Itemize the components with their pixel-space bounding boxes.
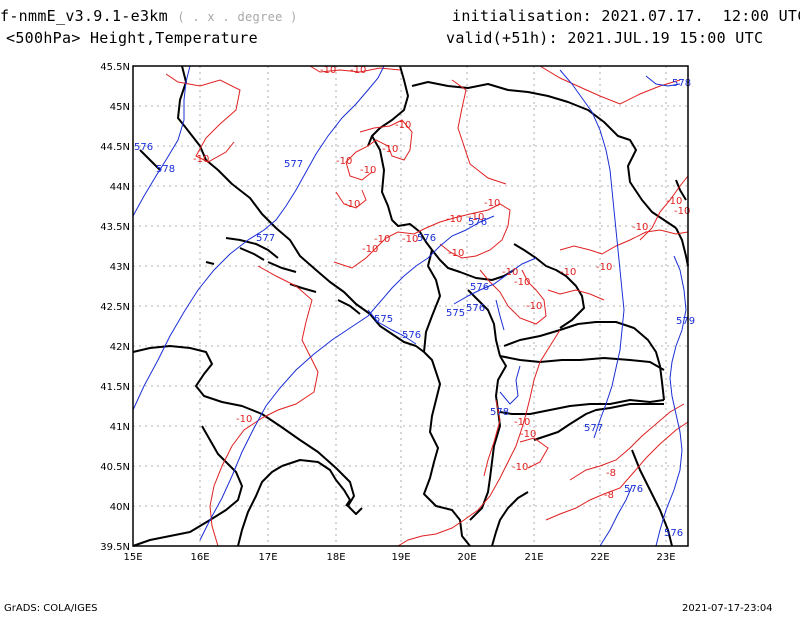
lat-label: 42.5N	[100, 302, 130, 313]
height-label: 577	[284, 159, 303, 170]
lon-label: 22E	[590, 552, 609, 563]
init-time: initialisation: 2021.07.17. 12:00 UTC	[452, 7, 800, 25]
height-label: 577	[584, 423, 603, 434]
temperature-label: -10	[666, 196, 682, 207]
temperature-label: -10	[320, 65, 336, 76]
projection-note: ( . x . degree )	[177, 10, 298, 24]
init-label: initialisation:	[452, 7, 592, 25]
longitude-labels: 15E 16E 17E 18E 19E 20E 21E 22E 23E	[123, 552, 675, 563]
temperature-label: -10	[374, 234, 390, 245]
temperature-contours	[165, 65, 689, 547]
temperature-label: -10	[520, 429, 536, 440]
temperature-label: -10	[350, 65, 366, 76]
temperature-labels: -10 -10-10 -10-10-10-10-10-10-10-10-10 -10-…	[193, 65, 690, 501]
lon-label: 20E	[457, 552, 476, 563]
height-label: 576	[468, 217, 487, 228]
coastlines	[132, 65, 689, 547]
init-value: 2021.07.17. 12:00 UTC	[601, 7, 800, 25]
lat-label: 42N	[110, 342, 130, 353]
valid-time: valid(+51h): 2021.JUL.19 15:00 UTC	[446, 29, 763, 47]
height-label: 576	[664, 528, 683, 539]
temperature-label: -10	[344, 199, 360, 210]
height-label: 575	[374, 314, 393, 325]
lat-label: 44.5N	[100, 142, 130, 153]
height-label: 576	[134, 142, 153, 153]
temperature-label: -10	[512, 462, 528, 473]
lon-label: 16E	[190, 552, 209, 563]
lat-label: 39.5N	[100, 542, 130, 553]
latitude-labels: 45.5N 45N 44.5N 44N 43.5N 43N 42.5N 42N 41.5N 41N…	[100, 62, 130, 553]
timestamp: 2021-07-17-23:04	[682, 603, 773, 614]
lat-label: 40N	[110, 502, 130, 513]
height-label: 575	[446, 308, 465, 319]
height-label: 577	[256, 233, 275, 244]
height-label: 578	[490, 407, 509, 418]
temperature-label: -10	[596, 262, 612, 273]
islands	[205, 237, 361, 315]
height-label: 578	[156, 164, 175, 175]
temperature-label: -10	[514, 417, 530, 428]
temperature-label: -8	[606, 468, 616, 479]
temperature-label: -10	[236, 414, 252, 425]
model-name: f-nmmE_v3.9.1-e3km	[0, 7, 168, 25]
valid-value: 2021.JUL.19 15:00 UTC	[567, 29, 764, 47]
temperature-label: -10	[526, 301, 542, 312]
temperature-label: -10	[560, 267, 576, 278]
lat-label: 43N	[110, 262, 130, 273]
lat-label: 41.5N	[100, 382, 130, 393]
credit: GrADS: COLA/IGES	[4, 603, 98, 614]
temperature-label: -10	[382, 144, 398, 155]
height-label: 576	[402, 330, 421, 341]
height-label: 576	[417, 233, 436, 244]
temperature-label: -10	[360, 165, 376, 176]
valid-label: valid(+51h):	[446, 29, 558, 47]
temperature-label: -10	[484, 198, 500, 209]
lat-label: 44N	[110, 182, 130, 193]
height-contours	[132, 65, 687, 547]
model-title: f-nmmE_v3.9.1-e3km ( . x . degree )	[0, 7, 298, 25]
lon-label: 15E	[123, 552, 142, 563]
map-frame	[132, 65, 689, 547]
temperature-label: -10	[193, 154, 209, 165]
lat-label: 45.5N	[100, 62, 130, 73]
lon-label: 18E	[326, 552, 345, 563]
lat-label: 43.5N	[100, 222, 130, 233]
temperature-label: -10	[674, 206, 690, 217]
lat-label: 41N	[110, 422, 130, 433]
temperature-label: -10	[446, 214, 462, 225]
lon-label: 19E	[391, 552, 410, 563]
lon-label: 17E	[258, 552, 277, 563]
lat-label: 40.5N	[100, 462, 130, 473]
level-variables: <500hPa> Height,Temperature	[6, 29, 258, 47]
lon-label: 23E	[656, 552, 675, 563]
temperature-label: -10	[395, 120, 411, 131]
height-label: 576	[470, 282, 489, 293]
height-label: 578	[672, 78, 691, 89]
temperature-label: -10	[468, 212, 484, 223]
lon-label: 21E	[524, 552, 543, 563]
grid	[133, 66, 688, 546]
temperature-label: -10	[362, 244, 378, 255]
temperature-label: -10	[402, 234, 418, 245]
temperature-label: -10	[502, 267, 518, 278]
temperature-label: -10	[448, 248, 464, 259]
temperature-label: -10	[514, 277, 530, 288]
temperature-label: -8	[604, 490, 614, 501]
temperature-label: -10	[336, 156, 352, 167]
height-label: 576	[624, 484, 643, 495]
temperature-label: -10	[632, 222, 648, 233]
height-label: 579	[676, 316, 695, 327]
lat-label: 45N	[110, 102, 130, 113]
height-label: 576	[466, 303, 485, 314]
